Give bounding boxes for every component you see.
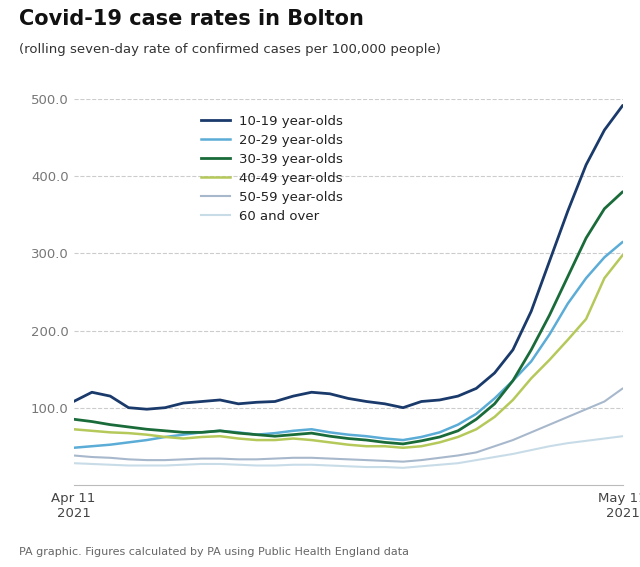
Legend: 10-19 year-olds, 20-29 year-olds, 30-39 year-olds, 40-49 year-olds, 50-59 year-o: 10-19 year-olds, 20-29 year-olds, 30-39 … <box>195 109 348 228</box>
Text: Covid-19 case rates in Bolton: Covid-19 case rates in Bolton <box>19 9 364 28</box>
Text: PA graphic. Figures calculated by PA using Public Health England data: PA graphic. Figures calculated by PA usi… <box>19 547 409 557</box>
Text: (rolling seven-day rate of confirmed cases per 100,000 people): (rolling seven-day rate of confirmed cas… <box>19 43 441 56</box>
